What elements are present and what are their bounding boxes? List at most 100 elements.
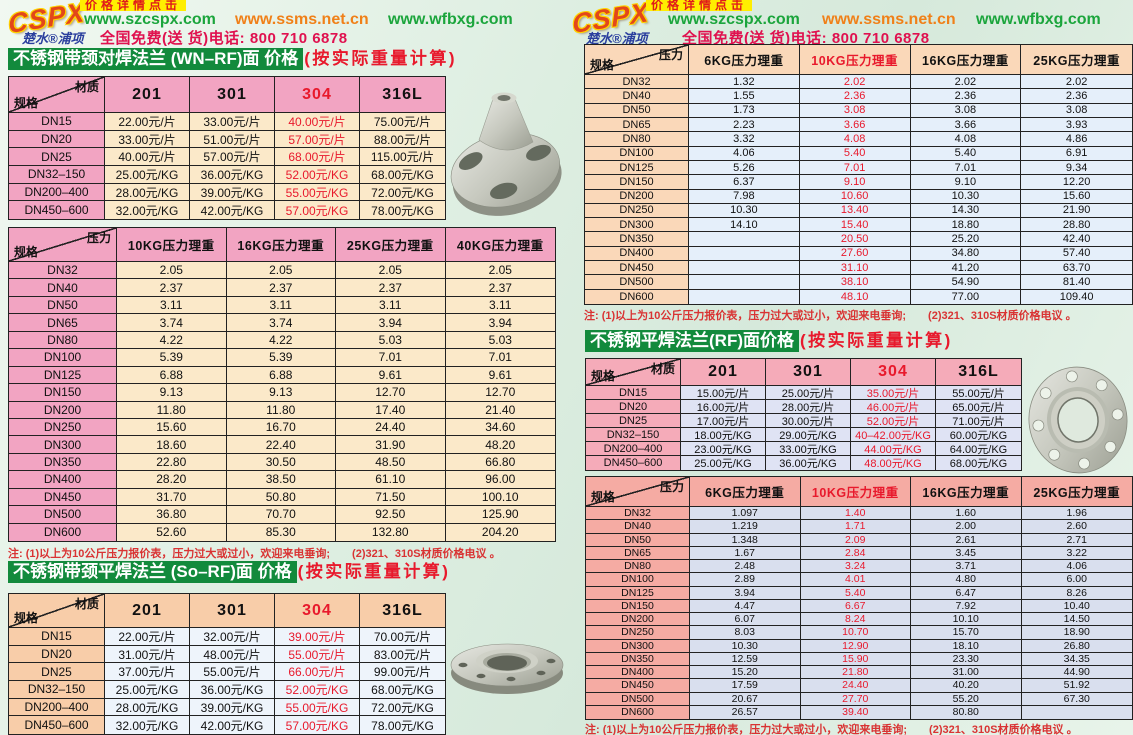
table-row: DN32 1.32 2.02 2.02 2.02 (585, 75, 1132, 90)
row-label: DN40 (586, 520, 690, 534)
price-cell: 2.36 (799, 89, 911, 104)
price-cell: 52.00元/片 (851, 414, 936, 428)
wn-pressure-weight-table: 压力 规格 10KG压力理重 16KG压力理重 25KG压力理重 40KG压力理重 DN32… (8, 227, 556, 542)
rf-material-price-table: 材质 规格 201 301 304 316L DN15 15.00元/片 25.00元/片 35.… (585, 358, 1022, 471)
website-link-szcspx[interactable]: www.szcspx.com (668, 11, 800, 28)
column-header: 201 (105, 594, 190, 628)
price-cell: 3.08 (1021, 103, 1132, 118)
price-details-link[interactable]: 价格详情点击 (646, 0, 753, 11)
price-cell: 99.00元/片 (360, 663, 445, 682)
row-label: DN50 (9, 296, 117, 315)
price-cell: 18.90 (1021, 626, 1132, 640)
price-cell: 4.80 (911, 573, 1022, 587)
website-link-wfbxg[interactable]: www.wfbxg.com (388, 11, 513, 28)
price-cell: 29.00元/KG (766, 428, 851, 442)
row-label: DN80 (586, 560, 690, 574)
table-row: DN125 3.94 5.40 6.47 8.26 (586, 586, 1132, 600)
price-cell: 34.80 (910, 246, 1022, 262)
price-cell: 9.34 (1021, 160, 1132, 176)
price-cell: 48.20 (445, 436, 555, 454)
row-label: DN400 (9, 471, 117, 489)
price-cell: 85.30 (226, 523, 336, 541)
section-title-rf: 不锈钢平焊法兰(RF)面价格 (按实际重量计算) (585, 329, 953, 353)
price-cell: 7.98 (689, 189, 800, 204)
row-label: DN80 (9, 331, 117, 350)
price-cell: 10.30 (910, 189, 1022, 204)
price-details-link[interactable]: 价格详情点击 (80, 0, 187, 11)
row-label: DN65 (9, 314, 117, 332)
price-cell (689, 289, 800, 304)
row-label: DN500 (586, 692, 690, 706)
row-label: DN450–600 (586, 456, 681, 470)
price-cell: 17.40 (336, 401, 446, 419)
table-row: DN350 22.80 30.50 48.50 66.80 (9, 453, 555, 472)
price-cell: 40.00元/片 (275, 113, 360, 131)
price-cell: 16.00元/片 (681, 400, 766, 414)
website-link-szcspx[interactable]: www.szcspx.com (84, 11, 216, 28)
row-label: DN32–150 (586, 428, 681, 442)
row-label: DN250 (586, 626, 690, 640)
price-cell: 26.80 (1021, 639, 1132, 653)
price-cell: 3.66 (799, 117, 911, 133)
section-title-so-rf: 不锈钢带颈平焊法兰 (So–RF)面 价格 (按实际重量计算) (8, 560, 450, 584)
price-cell: 3.45 (911, 546, 1022, 560)
price-cell: 8.03 (690, 626, 801, 640)
price-cell: 3.74 (117, 314, 227, 332)
website-link-ssms[interactable]: www.ssms.net.cn (235, 11, 369, 28)
price-cell: 15.90 (800, 652, 911, 666)
price-cell: 12.59 (690, 652, 801, 666)
price-cell: 55.00元/KG (275, 698, 360, 717)
price-cell: 204.20 (445, 523, 555, 541)
price-cell: 10.60 (799, 189, 911, 204)
row-label: DN450 (586, 679, 690, 693)
price-cell: 25.00元/KG (105, 166, 190, 184)
weld-neck-flange-photo (450, 92, 562, 216)
website-link-ssms[interactable]: www.ssms.net.cn (822, 11, 956, 28)
footnote: 注: (1)以上为10公斤压力报价表，压力过大或过小，欢迎来电垂询; (2)32… (585, 724, 1078, 735)
row-label: DN600 (586, 705, 690, 719)
table-header-row: 材质 规格 201 301 304 316L (586, 359, 1021, 386)
price-cell: 55.00元/片 (936, 386, 1021, 400)
table-row: DN80 3.32 4.08 4.08 4.86 (585, 132, 1132, 147)
price-cell: 3.32 (689, 132, 800, 147)
table-row: DN20 31.00元/片 48.00元/片 55.00元/片 83.00元/片 (9, 645, 445, 664)
price-cell: 70.00元/片 (360, 628, 445, 646)
website-link-wfbxg[interactable]: www.wfbxg.com (976, 11, 1101, 28)
price-cell: 39.00元/片 (275, 628, 360, 646)
column-header: 316L (360, 77, 445, 113)
table-row: DN400 28.20 38.50 61.10 96.00 (9, 471, 555, 489)
row-label: DN15 (9, 628, 105, 646)
price-cell: 42.00元/KG (190, 201, 275, 220)
price-cell: 15.70 (911, 626, 1022, 640)
price-cell: 6.07 (690, 613, 801, 627)
table-header-row: 材质 规格 201 301 304 316L (9, 594, 445, 628)
column-header: 201 (681, 359, 766, 386)
row-label: DN32 (585, 75, 689, 90)
price-cell: 14.10 (689, 218, 800, 233)
price-cell: 48.00元/片 (190, 645, 275, 664)
table-row: DN200–400 28.00元/KG 39.00元/KG 55.00元/KG 72.0… (9, 698, 445, 717)
table-corner-cell: 压力 规格 (585, 45, 689, 75)
price-cell: 20.67 (690, 692, 801, 706)
price-cell: 21.90 (1021, 203, 1132, 219)
price-cell: 7.92 (911, 599, 1022, 613)
price-cell: 55.00元/KG (275, 183, 360, 202)
row-label: DN200–400 (586, 442, 681, 456)
row-label: DN20 (9, 645, 105, 664)
price-cell: 5.39 (226, 349, 336, 367)
price-cell: 32.00元/片 (190, 628, 275, 646)
row-label: DN450–600 (9, 201, 105, 220)
rf-pressure-weight-table-top: 压力 规格 6KG压力理重 10KG压力理重 16KG压力理重 25KG压力理重 DN32 1… (584, 44, 1133, 305)
row-label: DN200 (586, 613, 690, 627)
column-header: 316L (360, 594, 445, 628)
column-header: 16KG压力理重 (226, 228, 336, 262)
title-note: (按实际重量计算) (799, 331, 953, 350)
table-row: DN20 33.00元/片 51.00元/片 57.00元/片 88.00元/片 (9, 130, 445, 149)
price-cell: 57.40 (1021, 246, 1132, 262)
row-label: DN50 (586, 533, 690, 547)
price-cell: 17.59 (690, 679, 801, 693)
price-cell: 3.93 (1021, 117, 1132, 133)
price-cell: 2.37 (226, 279, 336, 297)
price-cell: 1.32 (689, 75, 800, 90)
table-row: DN32–150 25.00元/KG 36.00元/KG 52.00元/KG 68.00… (9, 166, 445, 184)
